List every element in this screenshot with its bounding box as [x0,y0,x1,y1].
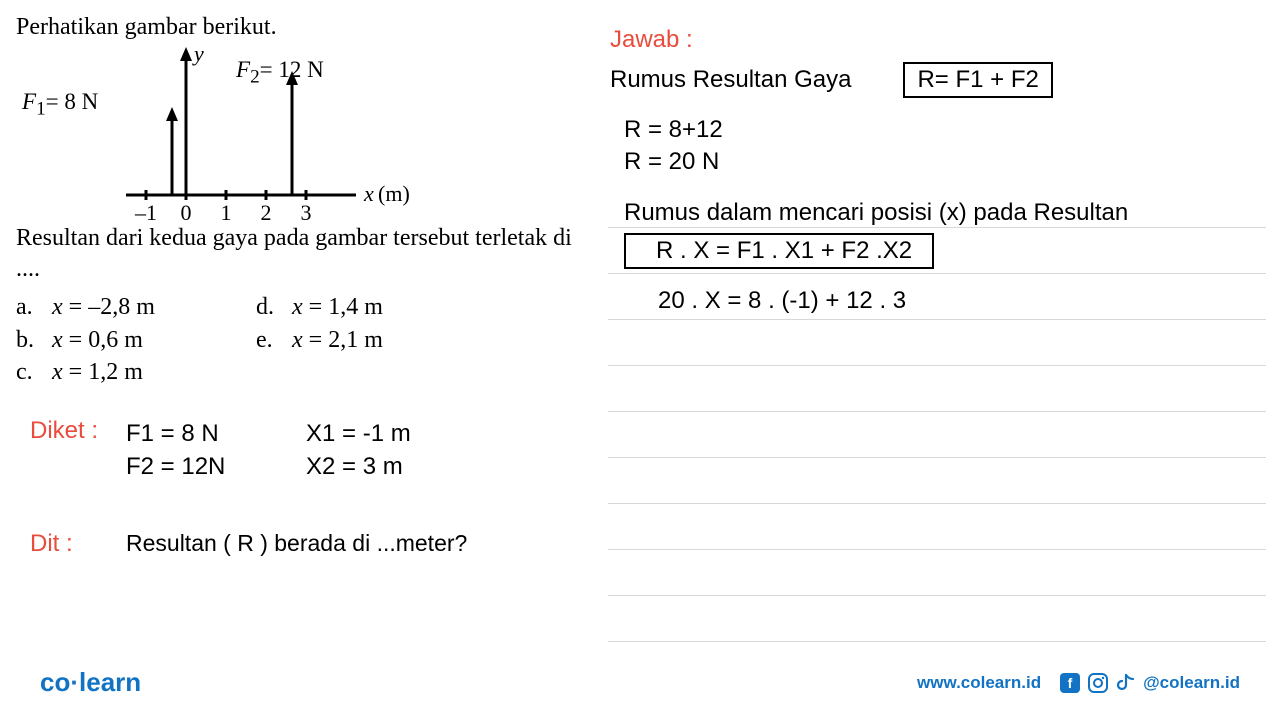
svg-text:f: f [1068,675,1073,691]
option-c: c.x = 1,2 m [16,356,256,388]
diket-f2: F2 = 12N [126,450,306,484]
f1-label: F1= 8 N [22,89,98,121]
tiktok-icon[interactable] [1115,672,1137,694]
option-e: e.x = 2,1 m [256,324,496,356]
rule1-text: Rumus Resultan Gaya [610,66,851,94]
jawab-label: Jawab : [610,26,1260,54]
question-text: Resultan dari kedua gaya pada gambar ter… [16,223,596,285]
prompt-text: Perhatikan gambar berikut. [16,14,596,41]
footer-url[interactable]: www.colearn.id [917,673,1041,693]
dit-label: Dit : [16,530,126,558]
dit-text: Resultan ( R ) berada di ...meter? [126,530,467,558]
calc1: R = 8+12 [610,114,1260,146]
calc2: R = 20 N [610,146,1260,178]
diket-label: Diket : [16,417,126,484]
svg-text:3: 3 [301,200,312,225]
option-b: b.x = 0,6 m [16,324,256,356]
svg-text:y: y [192,45,204,66]
facebook-icon[interactable]: f [1059,672,1081,694]
force-diagram: –1 0 1 2 3 x (m) y F1= 8 N F2= 12 N [116,45,476,221]
svg-text:–1: –1 [134,200,157,225]
calc3: 20 . X = 8 . (-1) + 12 . 3 [610,285,1260,317]
instagram-icon[interactable] [1087,672,1109,694]
options: a.x = –2,8 m b.x = 0,6 m c.x = 1,2 m d.x… [16,291,596,388]
diket-x2: X2 = 3 m [306,450,403,484]
formula1-box: R= F1 + F2 [903,62,1052,98]
svg-text:2: 2 [261,200,272,225]
brand-logo: co·learn [40,667,141,698]
formula2-box: R . X = F1 . X1 + F2 .X2 [624,233,934,269]
svg-text:0: 0 [181,200,192,225]
f2-label: F2= 12 N [236,57,324,89]
diket-x1: X1 = -1 m [306,417,411,451]
option-d: d.x = 1,4 m [256,291,496,323]
diket-f1: F1 = 8 N [126,417,306,451]
option-a: a.x = –2,8 m [16,291,256,323]
svg-text:x: x [363,181,374,206]
footer: co·learn www.colearn.id f @colearn.id [0,667,1280,698]
svg-text:(m): (m) [378,181,410,206]
svg-text:1: 1 [221,200,232,225]
footer-handle: @colearn.id [1143,673,1240,693]
rule2-text: Rumus dalam mencari posisi (x) pada Resu… [610,197,1260,229]
